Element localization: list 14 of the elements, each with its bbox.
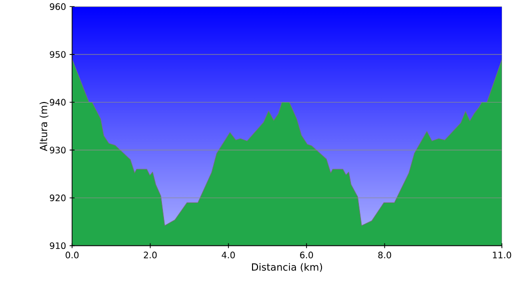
x-axis-title: Distancia (km) — [252, 263, 322, 272]
x-tick-label: 0.0 — [66, 252, 79, 258]
y-axis-title: Altura (m) — [40, 102, 48, 152]
x-tick-label: 4.0 — [222, 252, 235, 258]
y-tick-label: 960 — [50, 3, 66, 10]
y-tick-label: 930 — [50, 146, 66, 154]
y-tick-label: 920 — [50, 194, 66, 202]
x-tick-label: 11.0 — [492, 252, 512, 258]
y-tick-label: 910 — [50, 242, 66, 250]
y-tick-label: 950 — [50, 51, 66, 58]
x-tick-label: 8.0 — [378, 252, 392, 258]
y-tick-label: 940 — [50, 98, 66, 106]
x-tick-label: 6.0 — [300, 252, 313, 258]
x-tick-label: 2.0 — [144, 252, 157, 258]
